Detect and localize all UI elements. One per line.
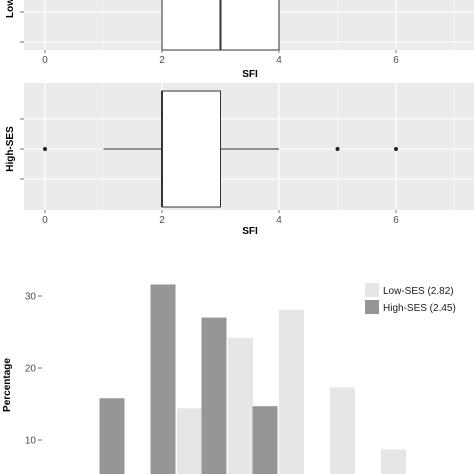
p2-outlier-point — [394, 147, 398, 151]
highses-x-axis-title: SFI — [242, 226, 258, 237]
lowses-x-ticks: 0 2 4 6 — [42, 50, 399, 66]
percentage-bar-chart: 10 20 30 Percentage Low-SES (2.82) High-SES… — [2, 283, 456, 474]
p2-outlier-point — [43, 147, 47, 151]
bar-lowses-3 — [228, 337, 253, 474]
bar-highses-1 — [99, 398, 125, 474]
p2-x-tick-label: 2 — [159, 215, 165, 226]
bar-y-tick-label: 30 — [25, 292, 37, 303]
p2-x-tick-label: 6 — [393, 215, 399, 226]
p1-x-tick-label: 2 — [159, 55, 165, 66]
bar-highses-3 — [201, 317, 227, 474]
bar-series — [99, 284, 406, 474]
lowses-box — [161, 0, 280, 51]
bar-y-axis-title: Percentage — [2, 358, 13, 412]
legend-label-lowses: Low-SES (2.82) — [383, 286, 454, 297]
lowses-x-axis-title: SFI — [242, 69, 258, 80]
highses-facet-label: High-SES — [5, 126, 16, 172]
highses-x-ticks: 0 2 4 6 — [42, 210, 399, 226]
bar-y-axis: 10 20 30 — [25, 292, 42, 447]
bar-lowses-5 — [330, 387, 355, 474]
bar-y-tick-label: 20 — [25, 364, 37, 375]
lowses-boxplot-panel: 0 2 4 6 SFI Low — [5, 0, 474, 80]
p2-outlier-point — [335, 147, 340, 151]
p1-x-tick-label: 4 — [276, 55, 282, 66]
lowses-y-ticks — [20, 11, 24, 43]
legend-label-highses: High-SES (2.45) — [383, 303, 456, 314]
highses-panel-background — [24, 83, 474, 210]
p2-box-rect — [161, 90, 221, 208]
legend-swatch-lowses — [365, 283, 379, 297]
bar-highses-2 — [150, 284, 176, 474]
bar-lowses-6 — [381, 449, 406, 474]
highses-y-ticks — [20, 118, 24, 180]
highses-boxplot-panel: 0 2 4 6 SFI High-SES — [5, 83, 474, 237]
bar-y-tick-label: 10 — [25, 436, 37, 447]
p1-x-tick-label: 6 — [393, 55, 399, 66]
highses-box — [103, 90, 279, 208]
lowses-facet-label: Low — [5, 0, 16, 18]
highses-outliers — [43, 147, 398, 151]
bar-highses-4 — [252, 406, 278, 474]
p2-x-tick-label: 0 — [42, 215, 48, 226]
bar-legend: Low-SES (2.82) High-SES (2.45) — [365, 283, 456, 314]
legend-swatch-highses — [365, 300, 379, 314]
bar-lowses-4 — [279, 309, 304, 474]
bar-lowses-2 — [177, 408, 202, 474]
p2-x-tick-label: 4 — [276, 215, 282, 226]
p1-x-tick-label: 0 — [42, 55, 48, 66]
